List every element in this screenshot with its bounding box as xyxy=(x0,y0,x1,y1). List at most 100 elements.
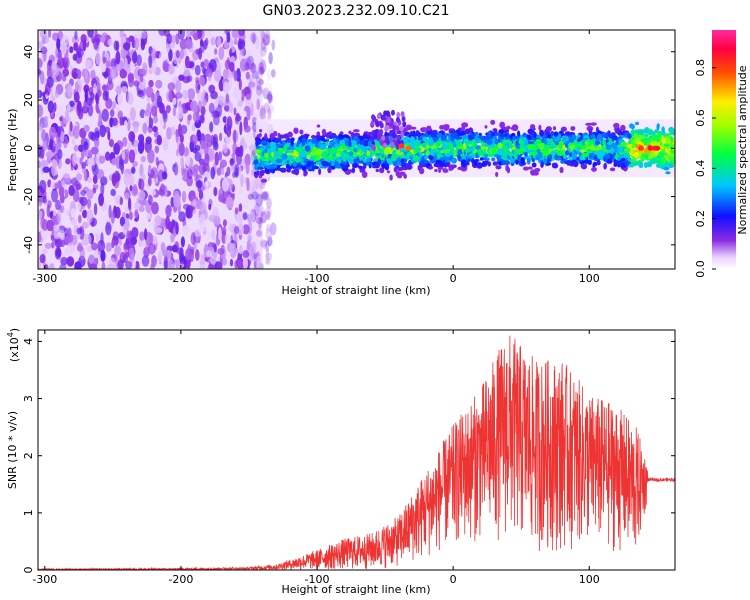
noise-cell xyxy=(126,230,130,244)
signal-cell xyxy=(511,124,519,132)
noise-cell xyxy=(41,129,47,142)
noise-cell xyxy=(127,197,132,210)
signal-cell xyxy=(367,131,375,136)
signal-cell xyxy=(633,151,640,158)
signal-cell xyxy=(570,126,576,131)
noise-cell xyxy=(119,196,123,206)
signal-cell xyxy=(359,157,364,161)
noise-cell xyxy=(194,249,200,261)
signal-cell xyxy=(490,119,496,125)
noise-cell xyxy=(211,229,216,240)
noise-cell xyxy=(175,79,182,94)
noise-cell xyxy=(162,137,169,151)
noise-cell xyxy=(73,42,78,52)
spectrogram-x-label: Height of straight line (km) xyxy=(281,284,430,297)
noise-cell xyxy=(47,179,52,188)
noise-cell xyxy=(109,66,117,80)
signal-cell xyxy=(538,124,542,131)
signal-cell xyxy=(448,167,453,171)
noise-cell xyxy=(204,152,210,167)
bump-cell xyxy=(379,129,384,136)
noise-cell xyxy=(89,263,98,269)
signal-cell xyxy=(522,166,529,171)
noise-cell xyxy=(258,57,264,68)
noise-cell xyxy=(253,184,261,196)
signal-cell xyxy=(491,157,496,162)
signal-cell xyxy=(656,124,660,131)
bump-cell xyxy=(375,120,380,127)
noise-cell xyxy=(238,165,242,180)
noise-cell xyxy=(81,221,90,229)
signal-cell xyxy=(443,163,448,168)
noise-cell xyxy=(246,55,255,70)
signal-cell xyxy=(390,154,397,162)
signal-cell xyxy=(618,159,623,166)
colorbar-tick-label: 0.0 xyxy=(694,260,707,278)
noise-cell xyxy=(149,189,157,196)
signal-cell xyxy=(505,164,509,172)
signal-cell xyxy=(553,131,559,137)
signal-cell xyxy=(535,139,542,145)
signal-cell xyxy=(464,128,471,135)
noise-cell xyxy=(139,231,145,241)
signal-cell xyxy=(635,121,640,126)
noise-cell xyxy=(185,248,192,261)
noise-cell xyxy=(213,186,218,197)
signal-cell xyxy=(630,123,635,130)
signal-cell xyxy=(575,147,581,152)
signal-cell xyxy=(622,151,627,156)
bump-cell xyxy=(386,116,391,123)
noise-cell xyxy=(67,83,73,98)
noise-cell xyxy=(53,227,62,240)
signal-cell xyxy=(650,149,655,156)
noise-cell xyxy=(210,90,218,100)
noise-cell xyxy=(114,206,121,219)
signal-cell xyxy=(606,158,613,164)
noise-cell xyxy=(105,221,112,236)
noise-cell xyxy=(99,36,106,43)
noise-cell xyxy=(128,149,136,163)
noise-cell xyxy=(213,69,222,82)
noise-cell xyxy=(192,208,200,219)
noise-cell xyxy=(38,231,42,243)
signal-cell xyxy=(568,145,576,149)
bump-cell xyxy=(389,121,394,128)
bump-cell xyxy=(376,113,381,120)
noise-cell xyxy=(56,51,63,61)
signal-cell xyxy=(287,131,293,138)
noise-cell xyxy=(255,256,262,269)
signal-cell xyxy=(366,161,370,166)
noise-cell xyxy=(155,156,159,166)
noise-cell xyxy=(147,149,155,164)
noise-cell xyxy=(128,211,133,221)
noise-cell xyxy=(94,228,100,242)
noise-cell xyxy=(64,109,70,120)
noise-cell xyxy=(258,217,262,230)
noise-cell xyxy=(52,207,57,217)
noise-cell xyxy=(38,58,43,69)
noise-cell xyxy=(182,224,190,235)
noise-cell xyxy=(95,52,101,66)
signal-cell xyxy=(650,157,658,165)
noise-cell xyxy=(127,91,134,105)
signal-cell xyxy=(331,156,337,161)
noise-cell xyxy=(38,104,44,118)
noise-cell xyxy=(259,68,265,76)
signal-cell xyxy=(511,132,516,137)
noise-cell xyxy=(236,68,241,82)
y-tick-label: -40 xyxy=(22,236,35,254)
noise-cell xyxy=(84,59,93,69)
noise-cell xyxy=(251,212,259,220)
signal-cell xyxy=(620,141,628,147)
signal-cell xyxy=(362,139,370,147)
noise-cell xyxy=(167,82,176,91)
noise-cell xyxy=(81,161,86,170)
signal-cell xyxy=(462,135,469,140)
noise-cell xyxy=(107,38,114,46)
noise-cell xyxy=(255,250,261,262)
signal-cell xyxy=(519,147,526,152)
signal-cell xyxy=(257,166,264,170)
noise-cell xyxy=(265,223,272,233)
signal-cell xyxy=(490,147,497,154)
